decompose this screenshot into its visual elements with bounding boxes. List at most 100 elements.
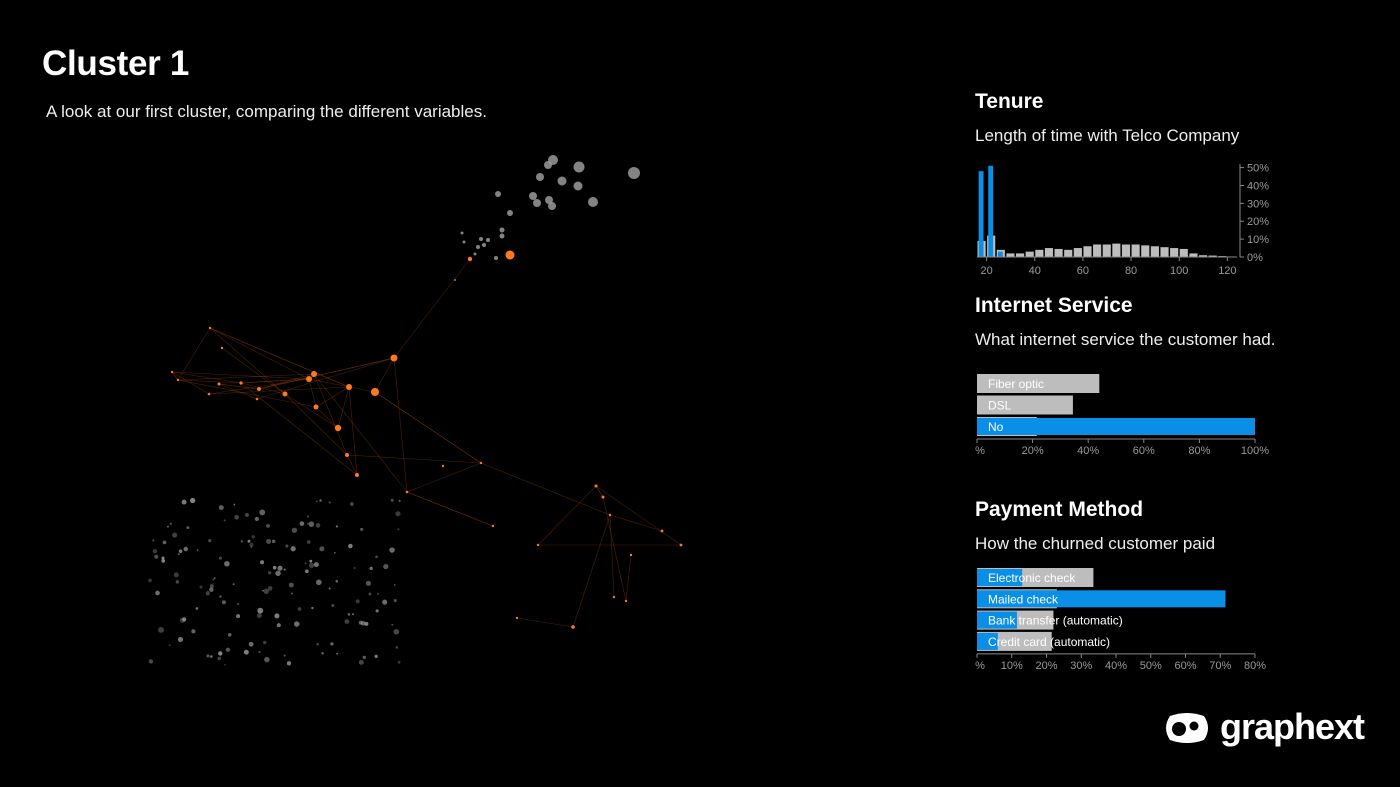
network-node-orange[interactable] (207, 392, 211, 396)
network-node-orange[interactable] (170, 370, 174, 374)
network-node-gray[interactable] (168, 644, 171, 647)
network-node-gray[interactable] (248, 641, 254, 647)
network-node-gray[interactable] (344, 619, 350, 624)
network-node-gray[interactable] (545, 196, 553, 204)
network-node-gray[interactable] (199, 585, 203, 589)
network-node-gray[interactable] (368, 592, 372, 596)
network-node-gray[interactable] (348, 543, 353, 549)
network-node-gray[interactable] (161, 556, 165, 560)
network-node-gray[interactable] (355, 599, 360, 604)
network-node-gray[interactable] (321, 652, 324, 655)
network-node-gray[interactable] (274, 613, 280, 619)
tenure-base-bar[interactable] (1073, 248, 1082, 257)
network-node-gray[interactable] (213, 577, 216, 580)
network-node-gray[interactable] (223, 519, 226, 522)
network-node-gray[interactable] (389, 547, 395, 553)
tenure-base-bar[interactable] (1093, 244, 1102, 257)
network-node-gray[interactable] (308, 521, 315, 527)
network-node-orange[interactable] (594, 484, 598, 488)
network-node-gray[interactable] (393, 598, 397, 603)
network-node-gray[interactable] (507, 210, 513, 216)
network-node-gray[interactable] (306, 540, 311, 544)
network-node-gray[interactable] (234, 514, 239, 520)
payment-highlight-bar[interactable] (977, 611, 1017, 629)
network-node-gray[interactable] (224, 560, 230, 567)
network-node-gray[interactable] (166, 525, 169, 528)
network-node-gray[interactable] (267, 586, 273, 591)
network-node-gray[interactable] (365, 580, 371, 586)
network-node-orange[interactable] (176, 378, 180, 382)
network-node-orange[interactable] (306, 376, 312, 382)
network-node-gray[interactable] (360, 527, 364, 531)
tenure-base-bar[interactable] (1006, 253, 1015, 257)
network-node-gray[interactable] (304, 562, 307, 565)
network-node-gray[interactable] (316, 500, 318, 503)
network-node-gray[interactable] (315, 523, 321, 528)
network-node-gray[interactable] (328, 501, 331, 504)
network-node-gray[interactable] (195, 607, 199, 610)
network-node-orange[interactable] (479, 461, 483, 465)
network-node-gray[interactable] (266, 523, 270, 528)
tenure-base-bar[interactable] (1064, 249, 1073, 257)
network-node-gray[interactable] (288, 582, 294, 588)
network-node-gray[interactable] (257, 607, 264, 614)
network-node-gray[interactable] (495, 191, 501, 197)
network-node-orange[interactable] (571, 625, 575, 629)
network-node-gray[interactable] (283, 654, 286, 657)
network-node-orange[interactable] (311, 371, 317, 377)
network-node-gray[interactable] (262, 589, 264, 592)
network-node-gray[interactable] (225, 647, 230, 652)
network-node-gray[interactable] (311, 606, 314, 610)
network-node-gray[interactable] (262, 640, 267, 645)
network-node-gray[interactable] (479, 237, 483, 241)
network-node-gray[interactable] (360, 620, 366, 626)
network-node-gray[interactable] (250, 546, 253, 548)
network-node-gray[interactable] (172, 532, 178, 538)
network-node-gray[interactable] (319, 499, 322, 502)
network-node-gray[interactable] (397, 528, 400, 531)
network-node-orange[interactable] (601, 495, 605, 499)
network-node-gray[interactable] (181, 499, 187, 505)
network-node-gray[interactable] (283, 568, 286, 571)
network-node-orange[interactable] (257, 387, 261, 391)
network-node-gray[interactable] (395, 646, 399, 649)
tenure-base-bar[interactable] (1131, 244, 1140, 257)
network-node-gray[interactable] (196, 549, 199, 552)
network-node-gray[interactable] (208, 539, 212, 543)
network-node-gray[interactable] (391, 623, 394, 626)
network-node-gray[interactable] (240, 540, 244, 543)
tenure-highlight-bar[interactable] (988, 165, 994, 257)
network-node-gray[interactable] (218, 556, 222, 560)
network-node-gray[interactable] (328, 587, 331, 590)
network-node-gray[interactable] (499, 233, 505, 239)
network-node-orange[interactable] (355, 473, 359, 477)
network-node-orange[interactable] (505, 250, 515, 260)
network-node-gray[interactable] (259, 509, 266, 516)
network-node-gray[interactable] (573, 161, 585, 173)
network-node-gray[interactable] (529, 192, 537, 200)
network-node-gray[interactable] (154, 554, 159, 559)
tenure-base-bar[interactable] (1102, 244, 1111, 257)
payment-highlight-bar[interactable] (977, 632, 998, 650)
network-node-gray[interactable] (217, 656, 222, 661)
network-node-gray[interactable] (286, 661, 292, 666)
network-node-gray[interactable] (362, 655, 366, 660)
network-node-gray[interactable] (573, 181, 583, 191)
network-node-gray[interactable] (307, 515, 309, 518)
network-node-orange[interactable] (441, 464, 445, 468)
network-node-gray[interactable] (227, 632, 232, 637)
internet-base-bar[interactable] (977, 374, 1100, 393)
network-node-gray[interactable] (178, 549, 183, 554)
network-node-gray[interactable] (305, 569, 309, 574)
tenure-base-bar[interactable] (1016, 253, 1025, 257)
network-node-gray[interactable] (155, 590, 160, 596)
network-node-gray[interactable] (482, 243, 486, 247)
network-node-gray[interactable] (276, 623, 281, 628)
network-node-gray[interactable] (316, 642, 319, 646)
payment-highlight-bar[interactable] (977, 569, 1023, 586)
network-node-gray[interactable] (398, 499, 401, 502)
network-node-gray[interactable] (319, 546, 325, 552)
network-node-gray[interactable] (256, 613, 262, 619)
network-node-gray[interactable] (382, 599, 388, 605)
tenure-base-bar[interactable] (1112, 243, 1121, 257)
